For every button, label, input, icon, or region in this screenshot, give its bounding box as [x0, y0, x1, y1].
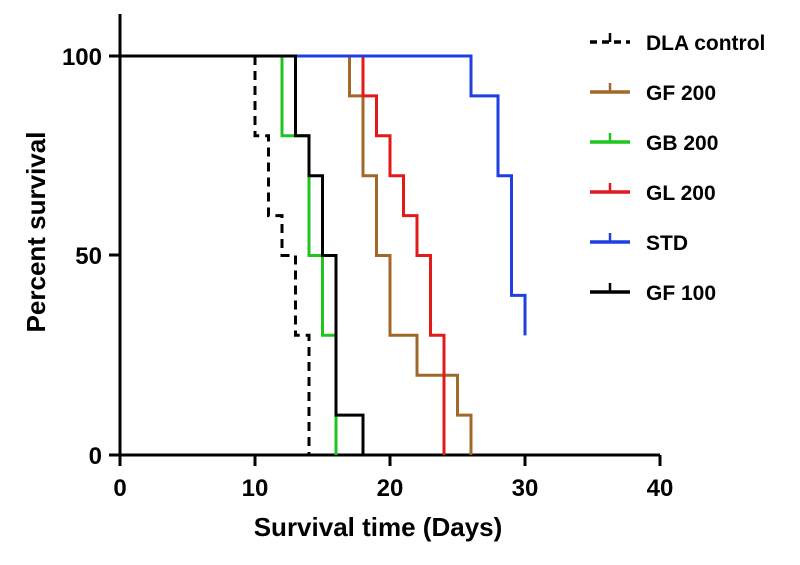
series-gb-200 — [120, 54, 338, 455]
x-tick-labels: 0 10 20 30 40 — [113, 475, 673, 502]
series-line-gl-200 — [120, 54, 446, 455]
series-gf-100 — [120, 54, 365, 455]
series-dla-control — [120, 54, 311, 455]
legend-label-gl-200: GL 200 — [646, 182, 716, 205]
x-tick-label-30: 30 — [512, 475, 539, 502]
series-line-std — [120, 54, 527, 336]
series-line-gf-100 — [120, 54, 365, 455]
y-tick-label-0: 0 — [89, 443, 102, 470]
legend-item-gb-200: GB 200 — [590, 132, 718, 155]
legend: DLA control GF 200 GB 200 GL 200 STD GF … — [590, 32, 765, 305]
series-std — [120, 54, 527, 336]
series-layer — [120, 54, 527, 455]
y-tick-labels: 0 50 100 — [62, 44, 102, 470]
legend-item-std: STD — [590, 232, 688, 255]
legend-label-std: STD — [646, 232, 688, 255]
legend-item-gl-200: GL 200 — [590, 182, 716, 205]
legend-label-gb-200: GB 200 — [646, 132, 718, 155]
x-tick-label-40: 40 — [647, 475, 674, 502]
x-tick-label-20: 20 — [377, 475, 404, 502]
x-tick-label-10: 10 — [242, 475, 269, 502]
legend-item-gf-200: GF 200 — [590, 82, 716, 105]
series-line-gf-200 — [120, 54, 473, 455]
legend-label-gf-100: GF 100 — [646, 282, 716, 305]
legend-item-dla-control: DLA control — [590, 32, 765, 55]
y-axis-title: Percent survival — [21, 132, 51, 333]
series-line-gb-200 — [120, 54, 338, 455]
legend-item-gf-100: GF 100 — [590, 282, 716, 305]
series-gf-200 — [120, 54, 473, 455]
y-tick-label-50: 50 — [75, 243, 102, 270]
legend-label-gf-200: GF 200 — [646, 82, 716, 105]
series-gl-200 — [120, 54, 446, 455]
legend-label-dla-control: DLA control — [646, 32, 765, 55]
x-tick-label-0: 0 — [113, 475, 126, 502]
y-tick-label-100: 100 — [62, 44, 102, 71]
y-ticks — [109, 54, 120, 457]
x-axis-title: Survival time (Days) — [254, 512, 503, 542]
series-line-dla-control — [120, 54, 311, 455]
x-ticks — [118, 455, 662, 466]
